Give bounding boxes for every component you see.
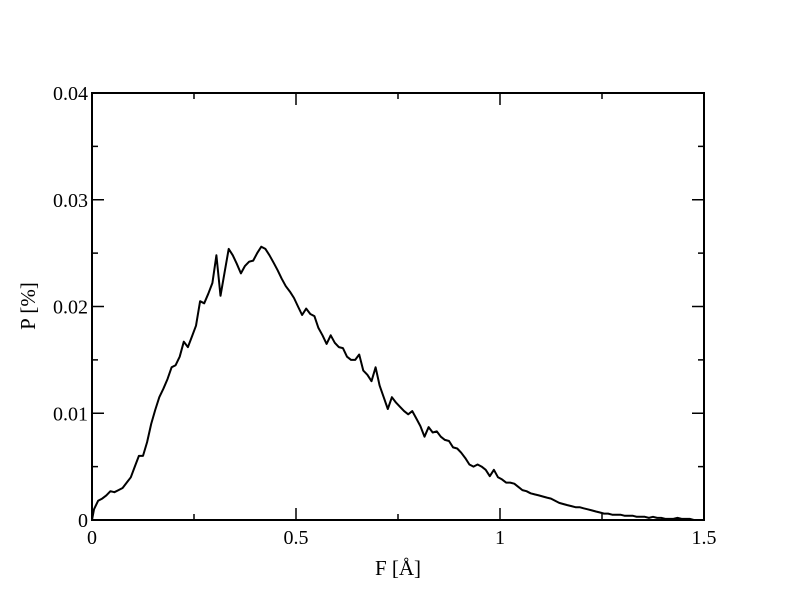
y-tick-label: 0.02	[53, 297, 88, 319]
y-axis-label: P [%]	[16, 282, 40, 330]
series-line	[91, 245, 702, 521]
y-tick-label: 0.01	[53, 403, 88, 425]
tick-labels: 0 0.5 1 1.5 0 0.01 0.02 0.03 0.04	[53, 83, 717, 549]
y-tick-label: 0.03	[53, 190, 88, 212]
x-tick-label: 1.5	[692, 527, 717, 549]
x-tick-label: 0	[87, 527, 97, 549]
x-tick-label: 1	[495, 527, 505, 549]
x-tick-label: 0.5	[284, 527, 309, 549]
plot-area-frame	[91, 92, 705, 521]
ticks-layer	[91, 92, 705, 521]
y-tick-label: 0	[78, 510, 88, 532]
y-tick-label: 0.04	[53, 83, 88, 105]
x-axis-label: F [Å]	[375, 556, 421, 580]
